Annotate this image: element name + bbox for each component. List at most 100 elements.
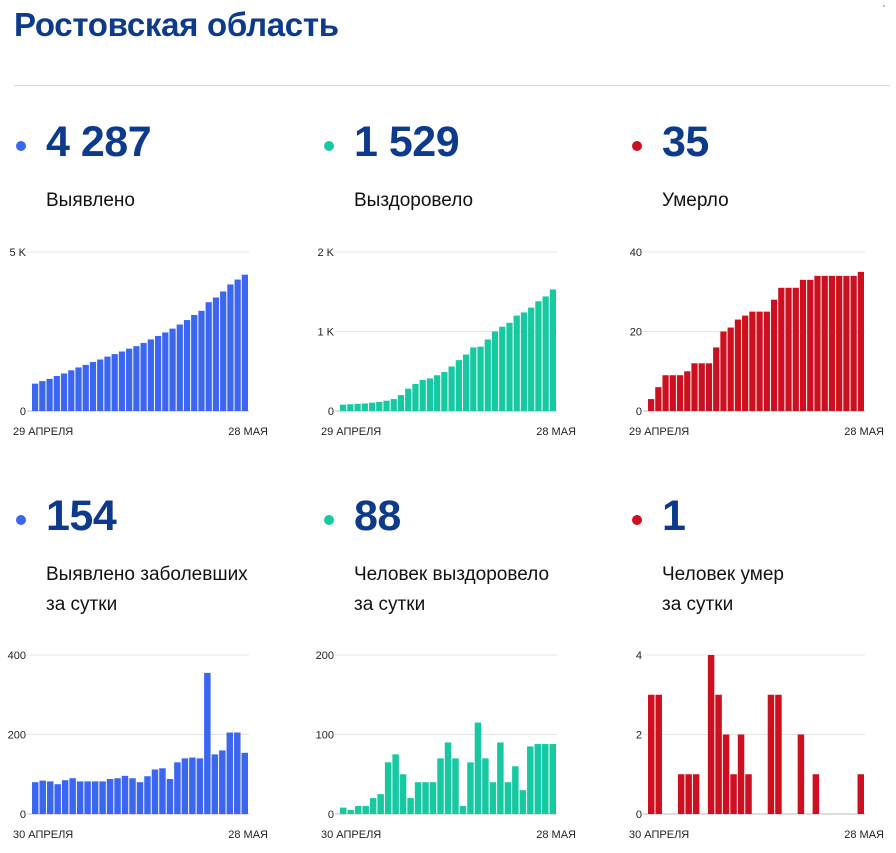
bar: [489, 782, 497, 814]
x-tick-label-end: 28 МАЯ: [844, 426, 884, 438]
bar: [376, 401, 383, 411]
bar: [828, 275, 836, 411]
bar: [857, 271, 864, 411]
bar: [82, 364, 89, 411]
bar: [61, 780, 69, 814]
bar: [384, 762, 392, 814]
corner-mark: ·: [882, 0, 886, 12]
bar: [133, 346, 140, 411]
bar: [46, 781, 54, 814]
bar: [767, 694, 775, 814]
y-tick-label: 400: [8, 650, 26, 662]
bar: [39, 780, 46, 814]
bar: [407, 798, 414, 814]
bar: [763, 311, 770, 411]
panel-daily-recovered: 88 Человек выздоровело за сутки 0 100 200 3…: [316, 486, 602, 841]
panel-daily-deaths: 1 Человек умер за сутки 0 2 4 30 АПРЕЛЯ 28 М…: [629, 486, 896, 841]
bar: [226, 732, 234, 814]
bar: [118, 351, 126, 411]
bar: [114, 778, 121, 814]
x-tick-label-end: 28 МАЯ: [844, 829, 884, 841]
x-tick-label-start: 29 АПРЕЛЯ: [13, 426, 73, 438]
bar: [340, 807, 347, 814]
bar: [707, 655, 715, 814]
bar: [205, 302, 212, 411]
bar: [106, 779, 114, 814]
bar: [836, 275, 843, 411]
bar: [444, 742, 452, 814]
legend-dot: [16, 141, 26, 151]
daily-confirmed-value: 154: [46, 492, 117, 540]
bar: [147, 339, 154, 411]
bar: [392, 754, 399, 814]
bar: [535, 301, 542, 411]
bar: [75, 367, 82, 411]
label-line: Выздоровело: [354, 190, 474, 211]
bar: [734, 319, 742, 411]
bar: [354, 806, 362, 814]
bar: [821, 275, 828, 411]
bar: [227, 284, 234, 411]
bar: [722, 734, 730, 814]
bar: [91, 781, 99, 814]
daily-deaths-chart: 0 2 4 30 АПРЕЛЯ 28 МАЯ: [629, 650, 884, 841]
y-tick-label: 0: [328, 809, 334, 821]
bar: [676, 375, 684, 411]
daily-confirmed-label: Выявлено заболевших за сутки: [46, 560, 248, 620]
bar: [347, 810, 354, 814]
bar: [730, 774, 737, 814]
bar: [484, 339, 491, 411]
daily-deaths-label: Человек умер за сутки: [662, 560, 784, 620]
bar: [68, 370, 75, 411]
label-line: Выявлено: [46, 190, 135, 211]
bar: [144, 776, 151, 814]
bar: [426, 378, 434, 411]
bar: [482, 758, 489, 814]
bar: [655, 387, 662, 411]
deaths-chart: 0 20 40 29 АПРЕЛЯ 28 МАЯ: [629, 247, 884, 438]
bar: [698, 363, 705, 411]
bar: [162, 332, 169, 411]
bar: [775, 694, 782, 814]
bar: [812, 774, 820, 814]
bar: [467, 762, 474, 814]
bar: [354, 403, 361, 411]
bar: [756, 311, 763, 411]
y-tick-label: 100: [316, 730, 334, 742]
bar: [534, 744, 542, 814]
daily-recovered-value: 88: [354, 492, 401, 540]
bar: [104, 356, 111, 411]
bar: [397, 395, 405, 411]
y-tick-label: 0: [20, 809, 26, 821]
y-tick-label: 2: [636, 730, 642, 742]
deaths-label: Умерло: [662, 186, 729, 216]
bar: [362, 806, 369, 814]
bar: [497, 742, 504, 814]
y-tick-label: 5 K: [9, 247, 26, 259]
daily-recovered-label: Человек выздоровело за сутки: [354, 560, 549, 620]
bar: [797, 734, 805, 814]
bar: [455, 360, 462, 411]
confirmed-chart: 0 5 K 29 АПРЕЛЯ 28 МАЯ: [9, 247, 268, 438]
label-line: за сутки: [46, 594, 118, 615]
bar: [183, 320, 191, 411]
divider: [14, 85, 890, 86]
bar: [737, 734, 745, 814]
bar: [169, 328, 176, 411]
bar: [176, 324, 183, 411]
daily-confirmed-chart: 0 200 400 30 АПРЕЛЯ 28 МАЯ: [8, 650, 268, 841]
bar: [452, 758, 459, 814]
legend-dot: [16, 515, 26, 525]
bar: [437, 758, 444, 814]
bar: [181, 758, 189, 814]
confirmed-label: Выявлено: [46, 186, 135, 216]
bar: [441, 372, 448, 411]
bar: [669, 375, 676, 411]
bar: [727, 327, 734, 411]
bar: [504, 782, 512, 814]
bar: [814, 275, 821, 411]
bar: [166, 779, 174, 814]
bar: [241, 752, 248, 814]
x-tick-label-start: 30 АПРЕЛЯ: [321, 829, 381, 841]
x-tick-label-start: 30 АПРЕЛЯ: [13, 829, 73, 841]
